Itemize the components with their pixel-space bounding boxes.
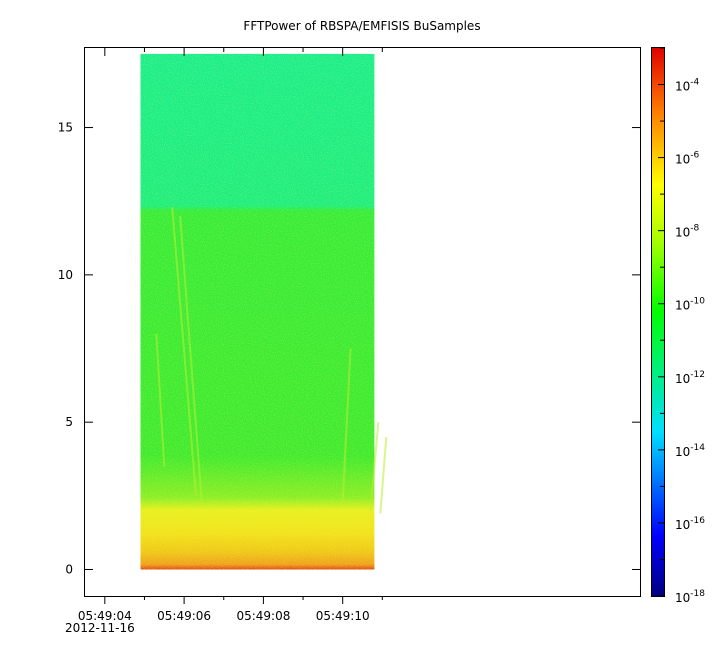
colorbar-tick-label: 10-8	[675, 224, 700, 240]
y-tick-label: 0	[65, 562, 73, 576]
emission-streak	[379, 436, 388, 514]
emission-streak	[171, 207, 197, 496]
colorbar-tick-label: 10-10	[675, 297, 705, 313]
x-tick-label: 05:49:06	[157, 609, 211, 623]
spectrogram-noise	[140, 53, 375, 570]
y-tick-label: 10	[58, 268, 73, 282]
y-tick-label: 5	[65, 415, 73, 429]
colorbar-tick-label: 10-12	[675, 370, 705, 386]
y-axis: 0 5 10 15	[58, 121, 640, 576]
x-tick-label: 05:49:04	[78, 609, 132, 623]
x-axis: 05:49:04 05:49:06 05:49:08 05:49:10	[78, 48, 383, 623]
emission-streak	[155, 333, 166, 467]
x-tick-label: 05:49:10	[316, 609, 370, 623]
chart-title: FFTPower of RBSPA/EMFISIS BuSamples	[243, 19, 480, 33]
colorbar-tick-label: 10-16	[675, 516, 705, 532]
colorbar-axis: 10-4 10-6 10-8 10-10 10-12 10-14 10-16 10-18	[658, 47, 705, 605]
emission-streak	[369, 422, 380, 511]
colorbar-tick-label: 10-6	[675, 151, 700, 167]
x-date-label: 2012-11-16	[65, 621, 135, 635]
colorbar-tick-label: 10-4	[675, 78, 700, 94]
y-tick-label: 15	[58, 121, 73, 135]
colorbar-tick-label: 10-14	[675, 443, 705, 459]
colorbar	[651, 47, 665, 597]
colorbar-tick-label: 10-18	[675, 589, 705, 605]
x-tick-label: 05:49:08	[236, 609, 290, 623]
emission-streak	[179, 215, 203, 505]
emission-streak	[341, 348, 352, 502]
emission-streaks	[155, 207, 388, 514]
spectrogram-image	[140, 53, 388, 570]
